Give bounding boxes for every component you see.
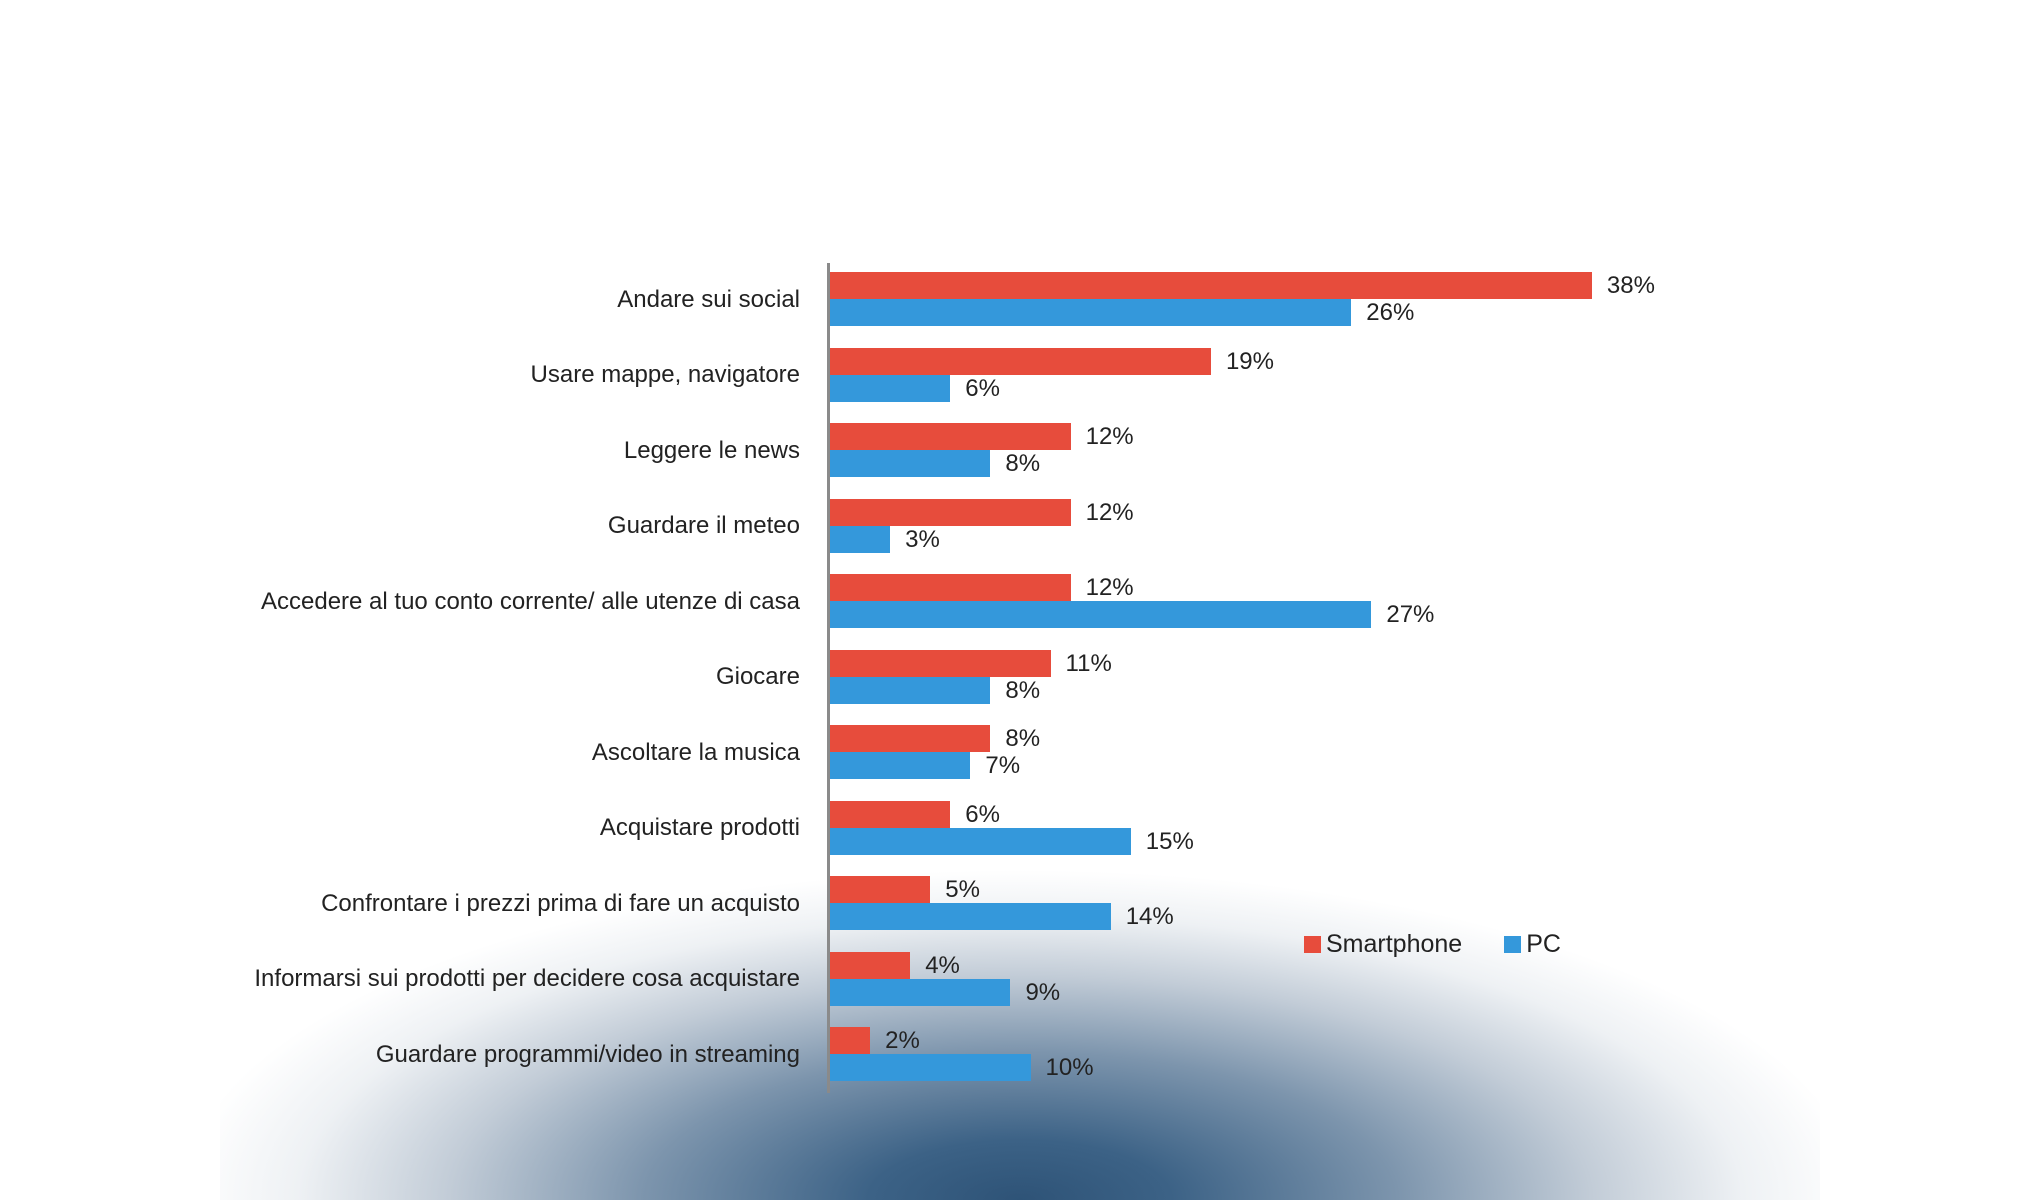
bar-smartphone [830,876,931,903]
legend-label-smartphone: Smartphone [1326,929,1463,958]
bar-pc [830,827,1131,855]
value-label-pc: 15% [1145,827,1194,855]
bar-smartphone [830,725,991,752]
value-label-smartphone: 6% [965,800,1000,828]
legend-item-pc: PC [1504,930,1561,959]
bar-pc [830,903,1111,930]
bar-group: Leggere le news 12% 8% [0,423,2040,478]
value-label-smartphone: 12% [1085,423,1134,450]
category-label: Leggere le news [623,436,800,464]
bar-smartphone [830,800,951,828]
bar-pc [830,1054,1031,1081]
bar-group: Informarsi sui prodotti per decidere cos… [0,951,2040,1007]
value-label-pc: 9% [1025,978,1061,1006]
value-label-pc: 8% [1005,450,1041,477]
bar-smartphone [830,951,911,979]
bar-smartphone [830,498,1071,526]
bar-pc [830,525,891,553]
value-label-pc: 26% [1366,299,1415,326]
value-label-smartphone: 11% [1065,649,1112,677]
category-label: Acquistare prodotti [599,814,800,841]
bar-smartphone [830,649,1051,677]
value-label-smartphone: 5% [945,876,980,903]
value-label-pc: 7% [985,752,1021,779]
bar-smartphone [830,347,1211,375]
bar-group: Usare mappe, navigatore 19% 6% [0,347,2040,403]
bar-pc [830,601,1372,628]
value-label-pc: 27% [1386,601,1435,628]
bar-pc [830,450,991,477]
value-label-pc: 10% [1045,1054,1094,1081]
value-label-pc: 6% [965,374,1000,402]
bar-smartphone [830,423,1071,450]
bar-pc [830,299,1352,326]
value-label-smartphone: 4% [925,951,960,979]
bar-group: Acquistare prodotti 6% 15% [0,800,2040,856]
category-label: Confrontare i prezzi prima di fare un ac… [321,889,800,917]
legend-label-pc: PC [1526,929,1561,958]
value-label-smartphone: 12% [1085,574,1134,601]
category-axis-line [827,263,830,1093]
value-label-pc: 3% [905,525,940,553]
bar-group: Giocare 11% 8% [0,649,2040,705]
bar-group: Accedere al tuo conto corrente/ alle ute… [0,574,2040,629]
category-label: Guardare programmi/video in streaming [375,1040,800,1068]
value-label-pc: 8% [1005,676,1041,704]
value-label-smartphone: 8% [1005,725,1041,752]
value-label-smartphone: 12% [1085,498,1134,526]
category-label: Andare sui social [617,285,800,313]
bar-group: Guardare il meteo 12% 3% [0,498,2040,554]
bar-smartphone [830,1027,871,1054]
legend-item-smartphone: Smartphone [1304,930,1462,959]
category-label: Guardare il meteo [607,512,800,539]
value-label-smartphone: 38% [1606,272,1655,299]
bar-smartphone [830,272,1592,299]
bar-pc [830,978,1011,1006]
legend-swatch-pc-icon [1504,935,1522,953]
bar-pc [830,676,991,704]
bar-group: Ascoltare la musica 8% 7% [0,725,2040,780]
value-label-pc: 14% [1125,903,1174,930]
bar-group: Andare sui social 38% 26% [0,272,2040,327]
category-label: Informarsi sui prodotti per decidere cos… [254,965,800,992]
legend-swatch-smartphone-icon [1304,935,1321,953]
category-label: Usare mappe, navigatore [530,361,800,388]
bar-pc [830,374,951,402]
value-label-smartphone: 19% [1225,347,1274,375]
chart-legend: Smartphone PC [1304,928,1603,960]
category-label: Giocare [715,663,800,690]
category-label: Accedere al tuo conto corrente/ alle ute… [261,587,800,615]
value-label-smartphone: 2% [885,1027,920,1054]
bar-group: Guardare programmi/video in streaming 2% 1… [0,1027,2040,1082]
bar-smartphone [830,574,1071,601]
category-label: Ascoltare la musica [591,738,800,766]
bar-group: Confrontare i prezzi prima di fare un ac… [0,876,2040,931]
bar-pc [830,752,971,779]
